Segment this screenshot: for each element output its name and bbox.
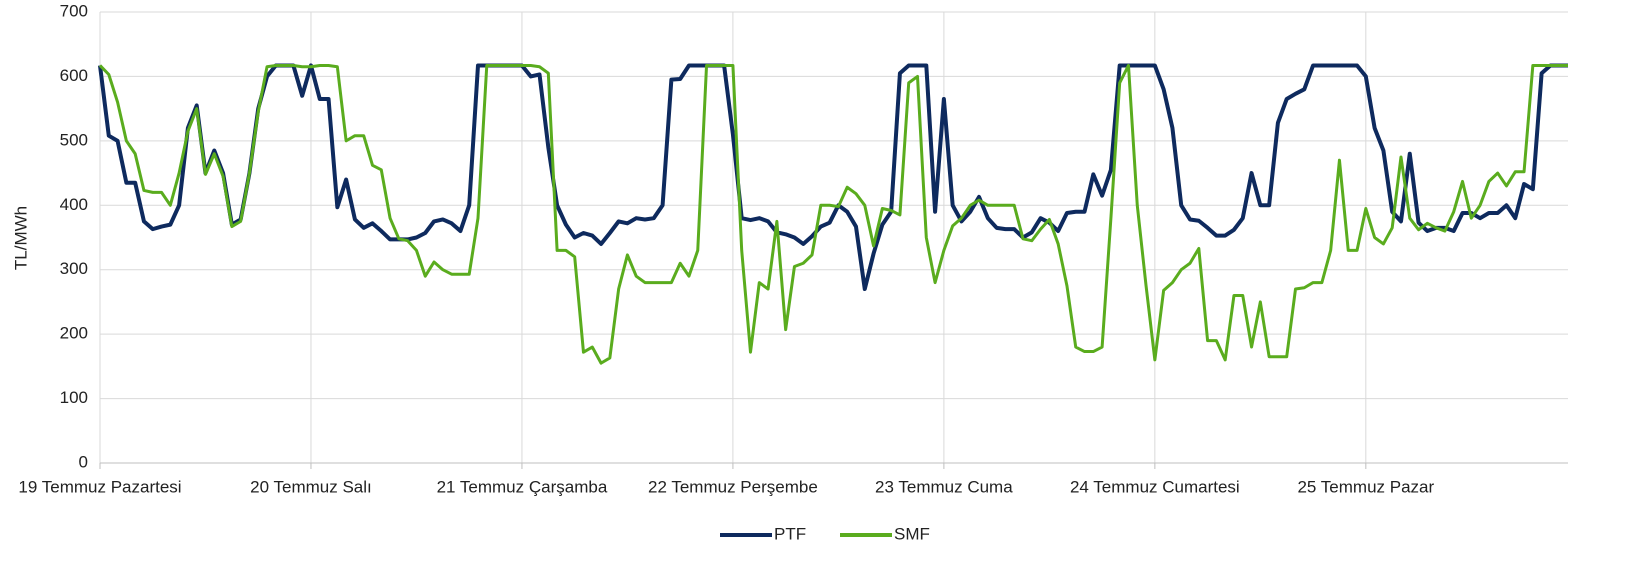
x-tick-label: 24 Temmuz Cumartesi: [1070, 477, 1240, 496]
y-tick-label: 100: [60, 388, 88, 407]
y-tick-label: 300: [60, 259, 88, 278]
series-line: [98, 63, 1568, 292]
x-tick-label: 25 Temmuz Pazar: [1297, 477, 1434, 496]
y-tick-label: 200: [60, 324, 88, 343]
x-tick-label: 22 Temmuz Perşembe: [648, 477, 818, 496]
y-tick-label: 400: [60, 195, 88, 214]
y-axis-label: TL/MWh: [11, 206, 30, 270]
y-tick-label: 700: [60, 1, 88, 20]
x-tick-label: 20 Temmuz Salı: [250, 477, 372, 496]
y-tick-label: 500: [60, 130, 88, 149]
series-line: [98, 63, 1568, 365]
y-tick-label: 0: [79, 452, 88, 471]
x-tick-label: 21 Temmuz Çarşamba: [437, 477, 608, 496]
x-tick-label: 23 Temmuz Cuma: [875, 477, 1013, 496]
legend-label: SMF: [894, 524, 930, 543]
x-tick-label: 19 Temmuz Pazartesi: [18, 477, 181, 496]
y-tick-label: 600: [60, 66, 88, 85]
legend-label: PTF: [774, 524, 806, 543]
